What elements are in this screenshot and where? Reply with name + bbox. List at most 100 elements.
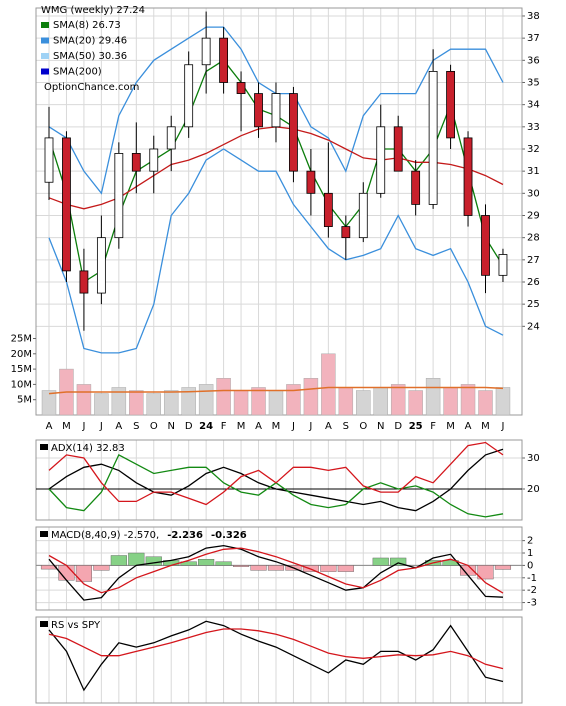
volume-bar [443,387,458,416]
y-tick-label: 27 [527,255,540,266]
series-line [48,547,504,594]
candle-body [149,148,159,172]
y-tick-label: 30 [527,453,540,464]
y2-tick-label: 10M [11,379,32,390]
volume-bar [146,393,161,416]
y-tick-label: 32 [527,144,540,155]
legend-label: SMA(20) 29.46 [53,36,127,47]
y-tick-label: 0 [527,560,533,571]
legend-label: ADX(14) 32.83 [51,443,125,454]
y-tick-label: -2 [527,585,537,596]
x-tick-label: S [343,421,349,432]
x-tick-label: O [150,421,158,432]
x-tick-label: J [81,421,85,432]
histogram-bar [337,565,354,572]
series-line [48,544,504,601]
histogram-bar [267,565,285,571]
x-tick-label: J [500,421,504,432]
x-tick-label: A [325,421,332,432]
volume-bar [460,384,476,416]
volume-bar [373,387,388,416]
band-lower [48,148,504,354]
candle-body [393,126,403,172]
chart-title: WMG (weekly) 27.24 [41,5,145,16]
legend: WMG (weekly) 27.24 SMA(8) 26.73 SMA(20) 29… [41,5,145,93]
volume-bar [495,387,511,416]
candle-body [341,226,351,239]
candle-body [446,70,455,139]
y-tick-label: -1 [527,573,537,584]
panel-frame [35,439,523,521]
x-tick-label: A [465,421,472,432]
x-tick-label: D [394,421,402,432]
legend-label: SMA(50) 30.36 [53,51,127,62]
x-tick-label: M [446,421,455,432]
legend-label: RS vs SPY [51,620,101,631]
candle-body [411,170,421,205]
legend-label: MACD(8,40,9) -2.570, [51,530,159,541]
volume-bar [408,390,423,416]
x-tick-label: M [481,421,490,432]
x-tick-label: A [46,421,53,432]
histogram-bar [75,565,92,582]
x-tick-label: 24 [199,421,213,432]
histogram-bar [477,565,494,580]
y-tick-label: 20 [527,484,540,495]
histogram-bar [128,552,145,566]
candle-body [166,126,176,150]
volume-bar [233,390,249,416]
histogram-bar [250,565,267,571]
y-tick-label: 24 [527,321,540,332]
legend-swatch [41,68,49,75]
x-tick-label: N [377,421,384,432]
legend-swatch [41,37,49,44]
x-tick-label: M [62,421,71,432]
volume-bar [356,390,371,416]
legend-swatch [41,53,49,59]
series-line [48,620,504,692]
y-tick-label: 25 [527,299,540,310]
legend-swatch [40,531,48,537]
x-tick-label: D [185,421,193,432]
y-tick-label: 37 [527,33,540,44]
candle-body [358,192,368,239]
candle-body [323,192,333,227]
volume-average [48,386,504,395]
volume-bar [181,387,196,416]
volume-bar [338,387,354,416]
histogram-bar [93,565,110,571]
series-line [48,441,504,506]
watermark: OptionChance.com [44,82,139,93]
x-tick-label: S [133,421,139,432]
volume-bar [163,390,179,416]
x-tick-label: J [99,421,103,432]
histogram-bar [494,565,512,570]
volume-bar [251,387,266,416]
candle-body [114,153,124,239]
candle-body [219,37,229,83]
y2-tick-label: 5M [17,395,32,406]
y2-tick-label: 20M [11,349,32,360]
volume-bar [390,384,406,416]
candle-body [306,170,316,194]
x-tick-label: A [115,421,122,432]
histogram-bar [390,557,407,566]
x-tick-label: 25 [409,421,423,432]
volume-bar [111,387,127,416]
y-tick-label: -3 [527,598,537,609]
histogram-bar [215,561,232,566]
y-tick-label: 2 [527,536,533,547]
histogram-bar [145,556,162,566]
candle-body [96,237,106,294]
candle-body [131,153,141,172]
histogram-bar [40,565,58,570]
candle-body [79,270,89,294]
y-tick-label: 34 [527,100,540,111]
histogram-bar [110,555,127,566]
legend-label: SMA(200) [53,67,102,78]
y-tick-label: 33 [527,122,540,133]
candle-body [289,93,298,172]
x-tick-label: M [237,421,246,432]
